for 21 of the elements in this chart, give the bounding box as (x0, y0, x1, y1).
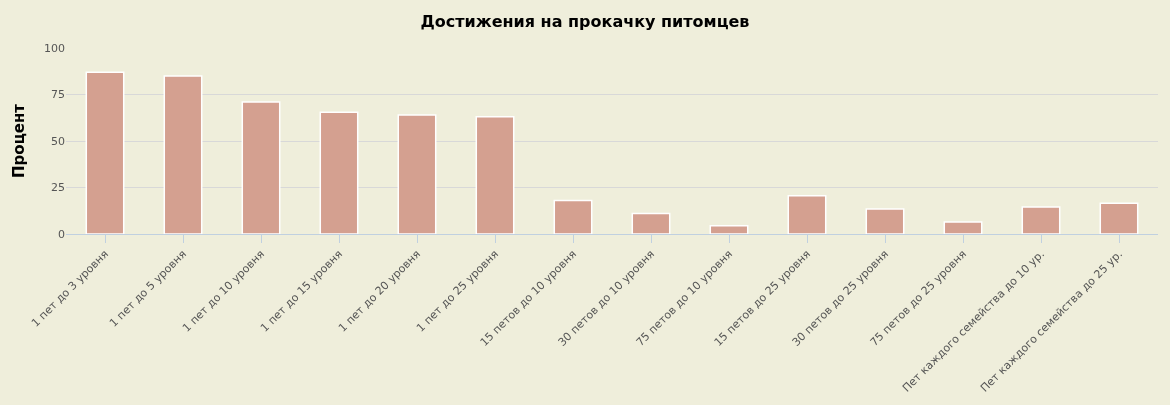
y-tick-label: 100 (44, 41, 65, 55)
bar (709, 224, 749, 234)
y-tick-label: 75 (51, 88, 65, 102)
bar (631, 212, 671, 234)
y-axis-title: Процент (10, 103, 29, 178)
bar (163, 75, 203, 234)
bar (787, 195, 827, 234)
bar (943, 221, 983, 234)
bar (1099, 202, 1139, 234)
bar (319, 111, 359, 234)
bar (865, 208, 905, 234)
bar (553, 199, 593, 234)
y-tick-label: 0 (58, 227, 65, 241)
bar (475, 116, 515, 234)
bar (85, 71, 125, 234)
bar (1021, 206, 1061, 234)
bar (397, 114, 437, 234)
bar (241, 101, 281, 234)
chart-title: Достижения на прокачку питомцев (420, 12, 750, 32)
y-tick-label: 25 (51, 181, 65, 195)
y-tick-label: 50 (51, 134, 65, 148)
